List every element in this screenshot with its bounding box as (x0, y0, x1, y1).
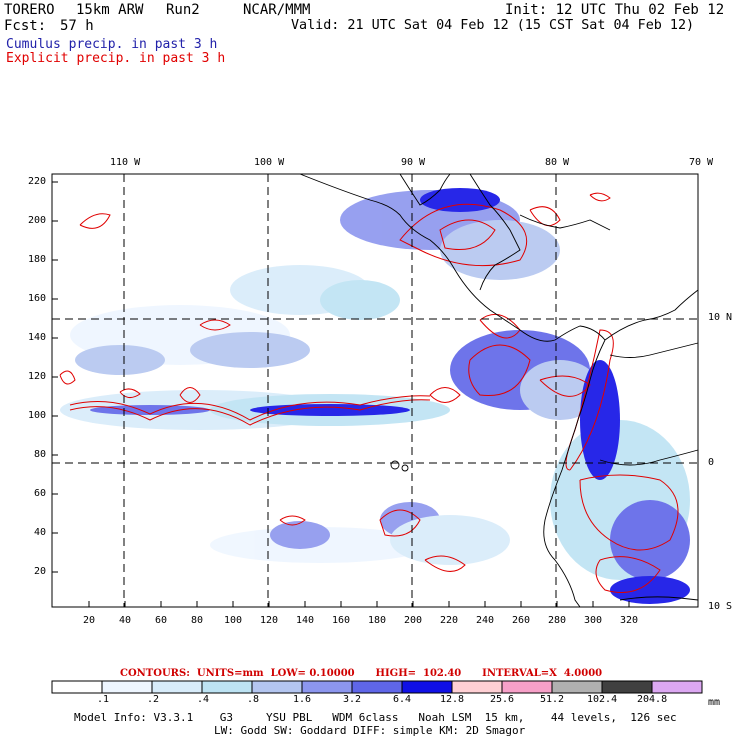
bottom-tick-label: 20 (83, 615, 96, 626)
valid-time: Valid: 21 UTC Sat 04 Feb 12 (15 CST Sat … (291, 18, 695, 33)
colorbar-label: 204.8 (637, 694, 668, 705)
explicit-field-label: Explicit precip. in past 3 h (6, 51, 226, 66)
colorbar-label: 51.2 (540, 694, 565, 705)
bottom-tick-label: 80 (191, 615, 204, 626)
left-axis-ticks (52, 181, 58, 573)
left-tick-label: 60 (34, 488, 47, 499)
lat-label-10n: 10 N (708, 312, 733, 323)
left-tick-label: 100 (28, 410, 47, 421)
explicit-precip-contours (59, 192, 679, 593)
model-info: Model Info: V3.3.1 G3 YSU PBL WDM 6class… (74, 711, 677, 724)
cumulus-field-label: Cumulus precip. in past 3 h (6, 37, 218, 52)
colorbar-label: .8 (247, 694, 260, 705)
latlon-grid (52, 174, 698, 607)
lon-label-110w: 110 W (110, 157, 141, 168)
bottom-tick-label: 300 (584, 615, 603, 626)
colorbar-label: 102.4 (587, 694, 618, 705)
colorbar-label: 6.4 (393, 694, 412, 705)
fcst-hours: 57 h (60, 18, 94, 34)
model-name: TORERO (4, 2, 55, 18)
bottom-tick-label: 40 (119, 615, 132, 626)
center-label: NCAR/MMM (243, 2, 311, 18)
colorbar-unit: mm (708, 697, 721, 708)
colorbar-bin-11 (601, 680, 653, 694)
lon-label-70w: 70 W (689, 157, 714, 168)
colorbar-bin-4 (251, 680, 303, 694)
left-tick-label: 200 (28, 215, 47, 226)
bottom-tick-label: 240 (476, 615, 495, 626)
colorbar (51, 680, 703, 694)
bottom-tick-label: 280 (548, 615, 567, 626)
colorbar-bin-9 (501, 680, 553, 694)
lon-label-90w: 90 W (401, 157, 426, 168)
run-label: Run2 (166, 2, 200, 18)
colorbar-bin-5 (301, 680, 353, 694)
bottom-tick-label: 160 (332, 615, 351, 626)
bottom-tick-label: 200 (404, 615, 423, 626)
physics-info: LW: Godd SW: Goddard DIFF: simple KM: 2D… (214, 724, 526, 737)
colorbar-label: 1.6 (293, 694, 312, 705)
left-tick-label: 220 (28, 176, 47, 187)
bottom-tick-label: 220 (440, 615, 459, 626)
left-tick-label: 160 (28, 293, 47, 304)
colorbar-label: 25.6 (490, 694, 515, 705)
colorbar-label: 3.2 (343, 694, 362, 705)
left-tick-label: 180 (28, 254, 47, 265)
left-tick-label: 20 (34, 566, 47, 577)
bottom-tick-label: 260 (512, 615, 531, 626)
left-tick-label: 120 (28, 371, 47, 382)
lat-label-0: 0 (708, 457, 715, 468)
bottom-tick-label: 140 (296, 615, 315, 626)
contours-info: CONTOURS: UNITS=mm LOW= 0.10000 HIGH= 10… (120, 668, 603, 679)
bottom-tick-label: 100 (224, 615, 243, 626)
cumulus-precip-shading (60, 188, 690, 604)
colorbar-bin-8 (451, 680, 503, 694)
lat-label-10s: 10 S (708, 601, 733, 612)
colorbar-bin-1 (101, 680, 153, 694)
colorbar-bin-2 (151, 680, 203, 694)
colorbar-label: .2 (147, 694, 160, 705)
colorbar-bin-3 (201, 680, 253, 694)
left-tick-label: 80 (34, 449, 47, 460)
colorbar-bin-7 (401, 680, 453, 694)
bottom-tick-label: 320 (620, 615, 639, 626)
fcst-label: Fcst: (4, 18, 47, 34)
colorbar-bin-6 (351, 680, 403, 694)
colorbar-bin-0 (51, 680, 103, 694)
init-time: Init: 12 UTC Thu 02 Feb 12 (505, 2, 725, 18)
bottom-tick-label: 180 (368, 615, 387, 626)
colorbar-label: .1 (97, 694, 110, 705)
left-tick-label: 40 (34, 527, 47, 538)
bottom-tick-label: 120 (260, 615, 279, 626)
lon-label-80w: 80 W (545, 157, 570, 168)
left-tick-label: 140 (28, 332, 47, 343)
coastlines (299, 173, 699, 608)
colorbar-bin-12 (651, 680, 703, 694)
lon-label-100w: 100 W (254, 157, 285, 168)
colorbar-label: .4 (197, 694, 210, 705)
model-resolution: 15km ARW (76, 2, 144, 18)
colorbar-bin-10 (551, 680, 603, 694)
bottom-axis-ticks (88, 601, 630, 607)
colorbar-label: 12.8 (440, 694, 465, 705)
bottom-tick-label: 60 (155, 615, 168, 626)
